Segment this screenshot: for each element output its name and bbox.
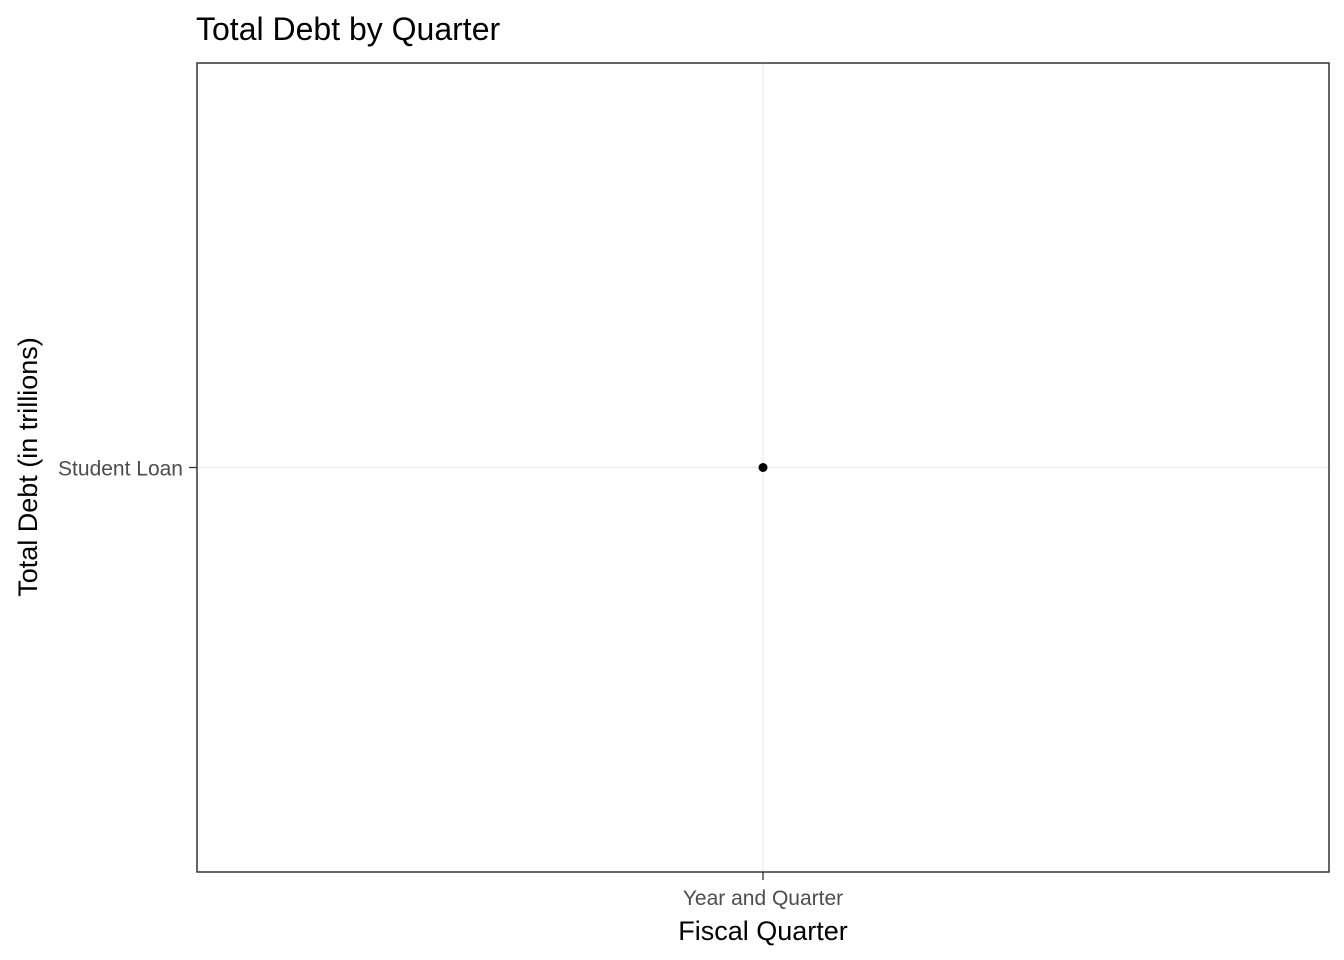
points-layer bbox=[758, 463, 768, 472]
y-axis-title: Total Debt (in trillions) bbox=[13, 337, 43, 597]
data-point bbox=[758, 463, 768, 472]
y-tick-label: Student Loan bbox=[58, 458, 183, 481]
y-axis: Student Loan bbox=[58, 458, 197, 481]
x-axis: Year and Quarter bbox=[683, 872, 843, 910]
plot-panel bbox=[196, 62, 1330, 873]
x-axis-title: Fiscal Quarter bbox=[678, 916, 848, 946]
chart-title: Total Debt by Quarter bbox=[196, 11, 500, 47]
x-tick-label: Year and Quarter bbox=[683, 887, 843, 910]
